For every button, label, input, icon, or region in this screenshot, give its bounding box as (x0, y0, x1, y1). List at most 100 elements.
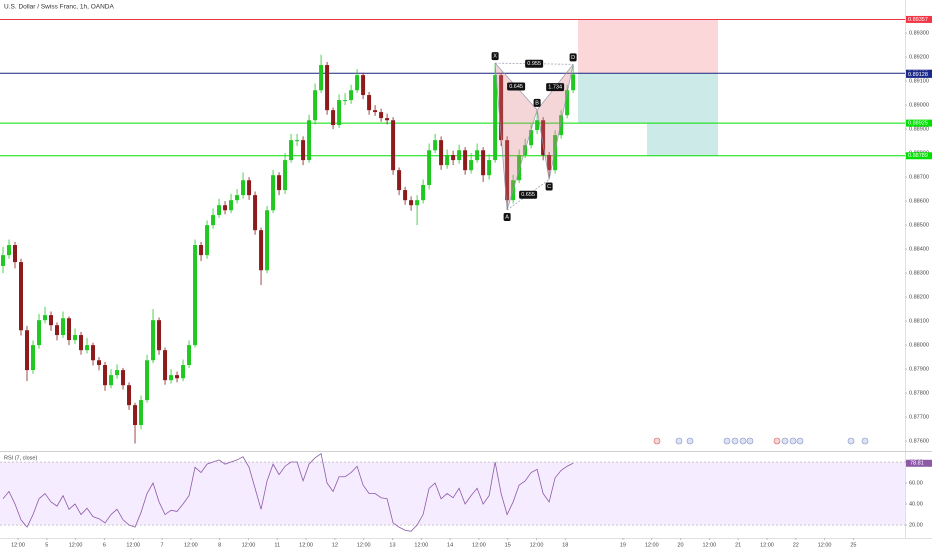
candle-body (361, 75, 366, 96)
candle-body (139, 400, 144, 426)
y-tick-label: 0.88300 (909, 271, 929, 277)
y-tick-label: 60.00 (909, 480, 923, 486)
candle-body (259, 230, 264, 271)
candle-body (505, 140, 510, 201)
candle-body (547, 155, 552, 171)
candle-body (313, 90, 318, 121)
pattern-fill (537, 64, 574, 180)
chart-title: U.S. Dollar / Swiss Franc, 1h, OANDA (4, 4, 114, 11)
x-tick-label: 12 (332, 542, 338, 548)
candle-body (529, 130, 534, 146)
pattern-fill (495, 63, 538, 211)
x-tick-label: 12:00 (11, 542, 25, 548)
y-tick-label: 0.88000 (909, 343, 929, 349)
x-tick-label: 12:00 (184, 542, 198, 548)
x-tick-label: 21 (735, 542, 741, 548)
candle-body (73, 335, 78, 341)
candle-body (415, 200, 420, 206)
candle-body (271, 175, 276, 211)
candle-body (133, 405, 138, 426)
pattern-point-label: C (547, 184, 551, 190)
ratio-bg (519, 190, 538, 199)
level-label: 0.88925 (908, 121, 928, 127)
x-tick-label: 11 (274, 542, 280, 548)
candle-body (145, 360, 150, 401)
pattern-point-label: X (493, 54, 497, 60)
candle-body (187, 345, 192, 366)
pattern-point-label: B (535, 100, 539, 106)
level-label: 0.89357 (908, 17, 928, 23)
candle-body (67, 318, 72, 341)
y-tick-label: 0.87600 (909, 439, 929, 445)
candle-body (409, 200, 414, 206)
ratio-label: 0.645 (509, 84, 523, 90)
candle-body (301, 140, 306, 161)
candle-body (193, 245, 198, 346)
x-tick-label: 8 (218, 542, 221, 548)
rsi-last-bg (906, 459, 932, 467)
candle-body (499, 75, 504, 141)
candle-body (397, 170, 402, 191)
rsi-title: RSI (7, close) (4, 455, 37, 461)
candle-body (421, 185, 426, 201)
candle-body (61, 318, 66, 336)
candle-body (487, 160, 492, 176)
candle-body (367, 95, 372, 111)
candle-body (559, 115, 564, 136)
candle-body (307, 120, 312, 161)
y-tick-label: 0.88700 (909, 175, 929, 181)
candle-body (247, 180, 252, 196)
ratio-bg (507, 82, 526, 91)
x-tick-label: 13 (389, 542, 395, 548)
candle-body (439, 140, 444, 166)
pattern-line (494, 63, 508, 211)
candle-body (403, 190, 408, 201)
candle-body (325, 65, 330, 111)
candle-body (241, 180, 246, 196)
y-tick-label: 0.88900 (909, 127, 929, 133)
candle-body (211, 215, 216, 226)
y-tick-label: 0.89100 (909, 79, 929, 85)
candle-body (97, 360, 102, 366)
candle-body (379, 112, 384, 119)
x-tick-label: 12:00 (818, 542, 832, 548)
candle-body (349, 90, 354, 101)
candle-body (43, 315, 48, 321)
candle-body (391, 120, 396, 171)
candle-body (181, 365, 186, 379)
candle-body (157, 320, 162, 351)
candle-body (151, 320, 156, 361)
y-tick-label: 0.88200 (909, 295, 929, 301)
candle-body (565, 90, 570, 116)
candle-body (463, 150, 468, 171)
candle-body (31, 345, 36, 371)
candle-body (13, 245, 18, 263)
candle-body (541, 120, 546, 156)
x-tick-label: 6 (103, 542, 106, 548)
candle-body (127, 385, 132, 406)
x-tick-label: 19 (620, 542, 626, 548)
candle-body (517, 155, 522, 181)
pattern-point-bg (569, 53, 577, 62)
last-price-label: 0.89128 (908, 72, 928, 78)
y-tick-label: 0.89000 (909, 103, 929, 109)
y-tick-label: 0.88500 (909, 223, 929, 229)
last-price-bg (906, 70, 932, 78)
x-tick-label: 12:00 (69, 542, 83, 548)
ratio-bg (525, 59, 544, 68)
x-tick-label: 12:00 (760, 542, 774, 548)
x-tick-label: 12:00 (702, 542, 716, 548)
x-tick-label: 25 (850, 542, 856, 548)
rsi-band (0, 462, 905, 526)
candle-body (319, 65, 324, 91)
candle-body (253, 195, 258, 231)
x-tick-label: 22 (793, 542, 799, 548)
level-label: 0.88789 (908, 153, 928, 159)
candle-body (205, 225, 210, 256)
candle-body (1, 255, 6, 266)
y-tick-label: 0.88100 (909, 319, 929, 325)
ratio-label: 1.734 (548, 85, 562, 91)
level-label-bg (906, 119, 932, 127)
candle-body (493, 75, 498, 161)
level-label-bg (906, 152, 932, 160)
